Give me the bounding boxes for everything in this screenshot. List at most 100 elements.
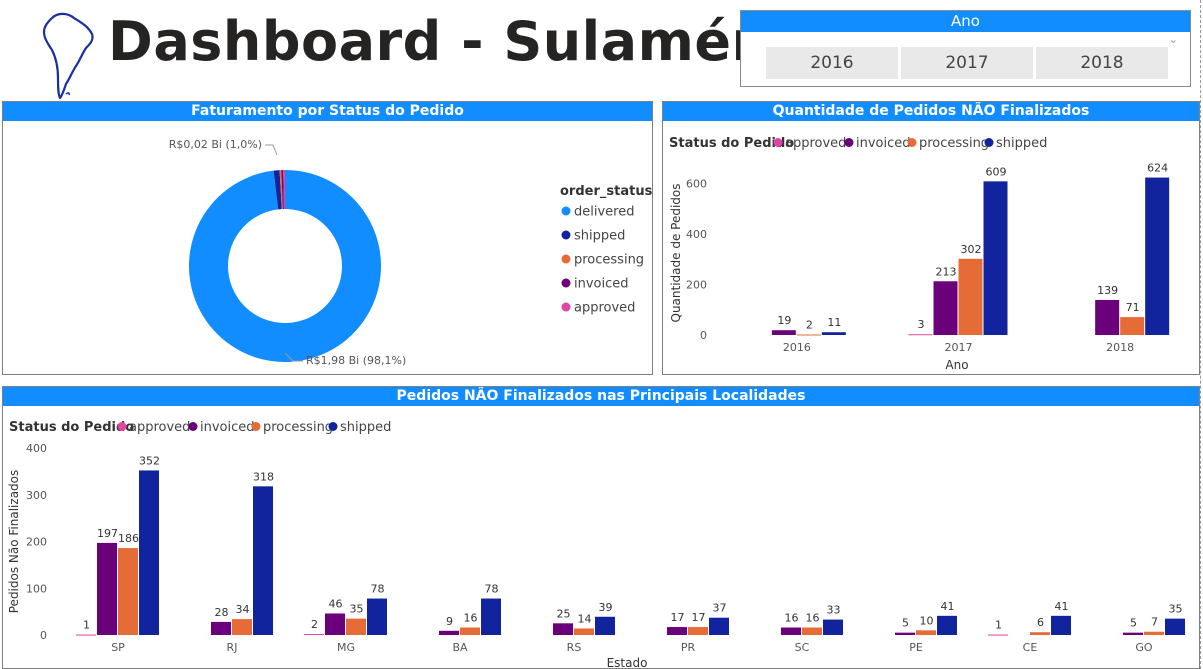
bar-MG-invoiced[interactable] <box>325 613 345 635</box>
bar-PE-invoiced[interactable] <box>895 632 915 635</box>
bar-SC-invoiced[interactable] <box>781 627 801 635</box>
bar-2017-processing[interactable] <box>958 258 983 335</box>
data-label-2017-shipped: 609 <box>986 165 1007 178</box>
legend-label-processing[interactable]: processing <box>263 420 333 435</box>
bar-2017-invoiced[interactable] <box>933 281 958 335</box>
bar-BA-invoiced[interactable] <box>439 630 459 635</box>
donut-slice-approved[interactable] <box>283 170 285 210</box>
data-label-MG-approved: 2 <box>311 618 318 631</box>
x-tick-label-RS: RS <box>567 641 582 654</box>
x-tick-label-CE: CE <box>1023 641 1038 654</box>
bar-PR-processing[interactable] <box>688 627 708 635</box>
chevron-down-icon[interactable]: ⌄ <box>1168 33 1178 46</box>
data-label-2017-processing: 302 <box>961 243 982 256</box>
y-tick-label: 200 <box>686 279 707 292</box>
data-label-RJ-processing: 34 <box>236 603 250 616</box>
bar-PE-processing[interactable] <box>916 630 936 635</box>
data-label-GO-invoiced: 5 <box>1130 617 1137 630</box>
annotation-delivered: R$1,98 Bi (98,1%) <box>306 354 406 367</box>
bar-2017-approved[interactable] <box>908 334 933 336</box>
donut-slice-shipped[interactable] <box>273 170 282 210</box>
data-label-CE-processing: 6 <box>1037 616 1044 629</box>
bar-BA-processing[interactable] <box>460 627 480 635</box>
bar-SP-invoiced[interactable] <box>97 542 117 635</box>
data-label-MG-shipped: 78 <box>371 583 385 596</box>
bar-2018-shipped[interactable] <box>1145 177 1170 335</box>
year-option-2018[interactable]: 2018 <box>1036 47 1168 79</box>
bar-GO-shipped[interactable] <box>1165 618 1185 635</box>
legend-label-approved[interactable]: approved <box>129 420 190 435</box>
annotation-shipped: R$0,02 Bi (1,0%) <box>169 138 262 151</box>
bar-CE-processing[interactable] <box>1030 632 1050 635</box>
legend-title: Status do Pedido <box>669 136 794 151</box>
data-label-RJ-invoiced: 28 <box>215 606 229 619</box>
bar-MG-processing[interactable] <box>346 618 366 635</box>
bar-CE-approved[interactable] <box>988 634 1008 636</box>
bar-2016-invoiced[interactable] <box>771 330 796 335</box>
y-axis-label: Pedidos Não Finalizados <box>7 470 21 614</box>
legend-label-invoiced[interactable]: invoiced <box>574 277 629 292</box>
bar-2018-invoiced[interactable] <box>1095 299 1120 335</box>
bar-2016-shipped[interactable] <box>821 332 846 335</box>
x-tick-label-PE: PE <box>909 641 923 654</box>
data-label-2018-shipped: 624 <box>1147 162 1168 175</box>
bar-RJ-invoiced[interactable] <box>211 621 231 635</box>
year-option-2017[interactable]: 2017 <box>901 47 1033 79</box>
bar-RS-shipped[interactable] <box>595 616 615 635</box>
bar-BA-shipped[interactable] <box>481 598 501 635</box>
donut-slice-invoiced[interactable] <box>281 170 284 210</box>
data-label-PR-invoiced: 17 <box>671 611 685 624</box>
bar-2018-processing[interactable] <box>1120 317 1145 335</box>
legend-label-delivered[interactable]: delivered <box>574 205 634 220</box>
legend-title: Status do Pedido <box>9 420 134 435</box>
legend-label-processing[interactable]: processing <box>919 136 989 151</box>
bar-SP-shipped[interactable] <box>139 470 159 635</box>
legend-label-processing[interactable]: processing <box>574 253 644 268</box>
bar-SC-shipped[interactable] <box>823 619 843 635</box>
donut-slice-processing[interactable] <box>279 170 283 210</box>
bar-CE-shipped[interactable] <box>1051 615 1071 635</box>
legend-label-invoiced[interactable]: invoiced <box>200 420 255 435</box>
bar-RS-invoiced[interactable] <box>553 623 573 635</box>
legend-label-invoiced[interactable]: invoiced <box>856 136 911 151</box>
x-tick-label-SP: SP <box>111 641 125 654</box>
donut-slice-delivered[interactable] <box>189 170 382 362</box>
bar-RJ-processing[interactable] <box>232 619 252 635</box>
data-label-2016-shipped: 11 <box>827 316 841 329</box>
data-label-BA-shipped: 78 <box>485 583 499 596</box>
bar-PR-shipped[interactable] <box>709 617 729 635</box>
legend-marker-processing <box>251 422 261 431</box>
data-label-PE-invoiced: 5 <box>902 617 909 630</box>
bar-2016-processing[interactable] <box>796 334 821 336</box>
bar-PE-shipped[interactable] <box>937 615 957 635</box>
year-option-2016[interactable]: 2016 <box>766 47 898 79</box>
bar-SP-approved[interactable] <box>76 634 96 636</box>
legend-label-approved[interactable]: approved <box>785 136 846 151</box>
bar-SC-processing[interactable] <box>802 627 822 635</box>
legend-label-shipped[interactable]: shipped <box>996 136 1047 151</box>
year-slicer[interactable]: Ano ⌄ 2016 2017 2018 <box>740 10 1191 87</box>
data-label-MG-processing: 35 <box>350 603 364 616</box>
bar-GO-processing[interactable] <box>1144 631 1164 635</box>
bar-RJ-shipped[interactable] <box>253 486 273 635</box>
data-label-SC-invoiced: 16 <box>785 612 799 625</box>
y-tick-label: 400 <box>686 228 707 241</box>
bar-RS-processing[interactable] <box>574 628 594 635</box>
bar-SP-processing[interactable] <box>118 548 138 635</box>
bar-2017-shipped[interactable] <box>983 181 1008 335</box>
bar-PR-invoiced[interactable] <box>667 627 687 635</box>
x-tick-label-2016: 2016 <box>783 341 811 354</box>
data-label-BA-processing: 16 <box>464 612 478 625</box>
x-tick-label-RJ: RJ <box>227 641 238 654</box>
bar-MG-approved[interactable] <box>304 634 324 636</box>
y-tick-label: 0 <box>700 329 707 342</box>
x-tick-label-2017: 2017 <box>945 341 973 354</box>
legend-marker-invoiced <box>561 278 571 288</box>
bar-MG-shipped[interactable] <box>367 598 387 635</box>
bar-GO-invoiced[interactable] <box>1123 632 1143 635</box>
legend-label-shipped[interactable]: shipped <box>574 229 625 244</box>
legend-label-shipped[interactable]: shipped <box>340 420 391 435</box>
data-label-CE-shipped: 41 <box>1055 600 1069 613</box>
legend-label-approved[interactable]: approved <box>574 301 635 316</box>
